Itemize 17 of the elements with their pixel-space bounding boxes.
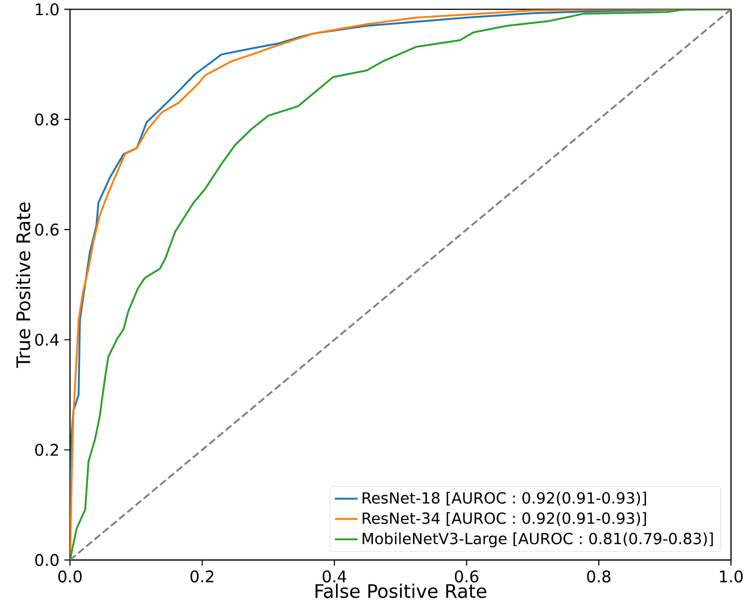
legend-label: ResNet-18 [AUROC : 0.92(0.91-0.93)] xyxy=(362,492,646,506)
y-tick-label: 0.4 xyxy=(35,334,59,346)
x-tick-label: 0.4 xyxy=(322,570,346,582)
x-tick-label: 0.0 xyxy=(58,570,82,582)
y-tick-label: 0.6 xyxy=(35,224,59,236)
legend-label: ResNet-34 [AUROC : 0.92(0.91-0.93)] xyxy=(362,512,646,526)
x-tick-label: 0.6 xyxy=(454,570,478,582)
x-tick-label: 0.8 xyxy=(587,570,610,582)
x-tick-label: 0.2 xyxy=(190,570,214,582)
y-tick-label: 0.8 xyxy=(35,113,58,126)
legend-label: MobileNetV3-Large [AUROC : 0.81(0.79-0.83)] xyxy=(362,532,713,548)
y-tick-label: 0.0 xyxy=(35,554,59,566)
x-axis-title: False Positive Rate xyxy=(316,584,486,598)
y-tick-label: 0.2 xyxy=(35,444,58,456)
y-axis-title: True Positive Rate xyxy=(16,202,30,368)
y-tick-label: 1.0 xyxy=(36,3,59,16)
x-tick-label: 1.0 xyxy=(720,570,743,582)
